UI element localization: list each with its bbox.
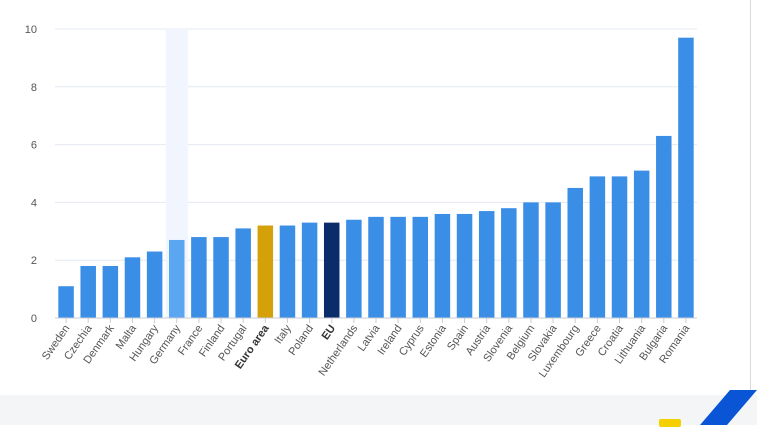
bar-euro-area[interactable] — [257, 225, 274, 318]
bar-cyprus[interactable] — [412, 216, 429, 318]
y-tick-label: 10 — [25, 24, 37, 36]
y-axis-ticks: 0 2 4 6 8 10 — [25, 24, 37, 325]
bar-denmark[interactable] — [102, 265, 119, 318]
y-tick-label: 8 — [31, 82, 37, 94]
bar-belgium[interactable] — [523, 202, 539, 318]
bar-chart: 0 2 4 6 8 10 SwedenCzechiaDenmarkMaltaHungary… — [25, 24, 697, 380]
bar-finland[interactable] — [213, 237, 229, 318]
bar-eu[interactable] — [323, 222, 340, 318]
bar-malta[interactable] — [124, 257, 141, 318]
bar-bulgaria[interactable] — [656, 135, 672, 318]
x-axis-ticks: SwedenCzechiaDenmarkMaltaHungaryGermanyF… — [40, 318, 693, 380]
bar-slovenia[interactable] — [501, 208, 517, 318]
bar-france[interactable] — [191, 237, 207, 318]
bar-italy[interactable] — [279, 225, 296, 318]
ec-logo-icon — [659, 419, 681, 427]
ec-logo-stripe-icon — [700, 390, 757, 425]
bar-romania[interactable] — [678, 37, 694, 319]
y-tick-label: 6 — [31, 140, 37, 152]
bar-slovakia[interactable] — [545, 202, 561, 318]
bar-portugal[interactable] — [235, 228, 251, 318]
bar-latvia[interactable] — [368, 216, 384, 318]
x-tick-label: EU — [320, 323, 339, 342]
bar-greece[interactable] — [589, 176, 606, 318]
bar-spain[interactable] — [456, 213, 473, 318]
bar-czechia[interactable] — [80, 265, 96, 318]
bar-netherlands[interactable] — [346, 219, 362, 318]
footer-band — [0, 395, 757, 425]
page-edge-divider — [750, 0, 751, 395]
bar-luxembourg[interactable] — [567, 187, 583, 318]
bar-ireland[interactable] — [390, 216, 406, 318]
y-tick-label: 4 — [31, 197, 37, 209]
bar-poland[interactable] — [301, 222, 318, 318]
bar-hungary[interactable] — [146, 251, 163, 318]
bar-estonia[interactable] — [434, 213, 451, 318]
bar-sweden[interactable] — [58, 286, 74, 318]
bar-croatia[interactable] — [611, 176, 628, 318]
bar-lithuania[interactable] — [633, 170, 650, 318]
x-tick-label: Italy — [272, 322, 294, 346]
bar-germany[interactable] — [169, 239, 185, 318]
y-tick-label: 2 — [31, 255, 37, 267]
y-tick-label: 0 — [31, 313, 37, 325]
bar-austria[interactable] — [478, 211, 495, 318]
bars-layer — [58, 37, 694, 319]
